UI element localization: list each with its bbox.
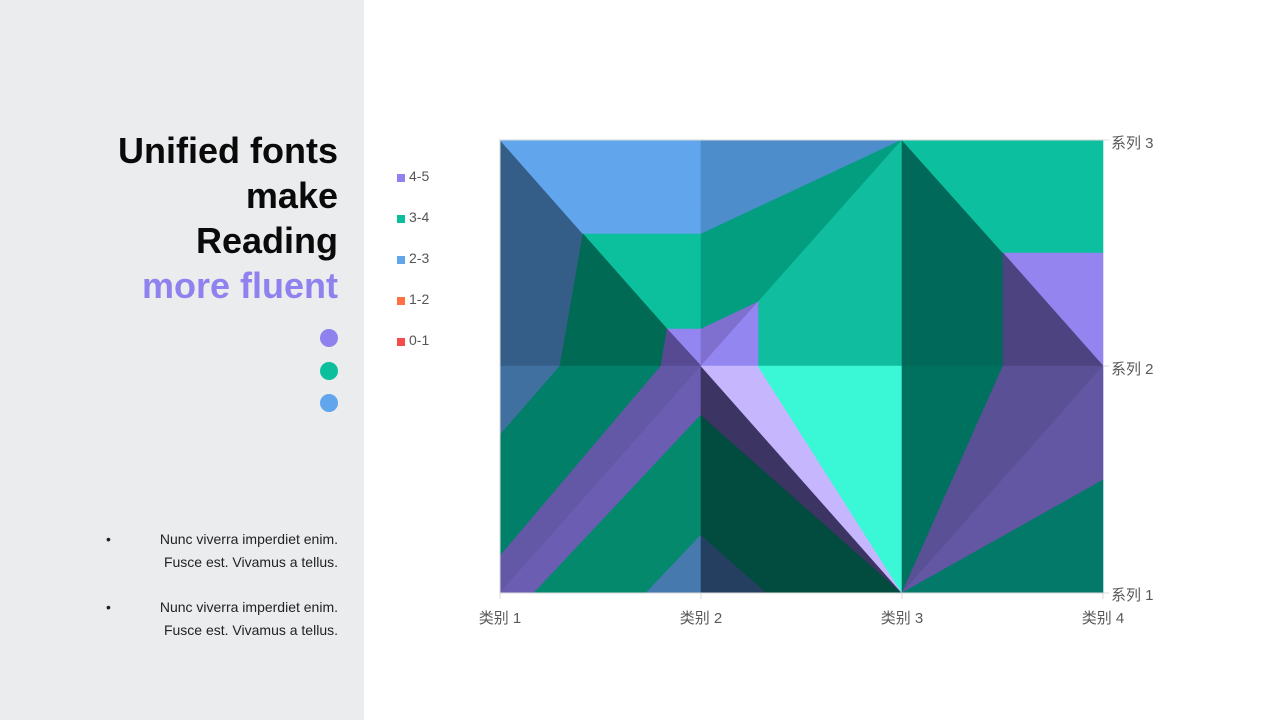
legend-swatch: [397, 215, 405, 223]
series-label: 系列 1: [1111, 587, 1154, 604]
series-label: 系列 3: [1111, 135, 1154, 152]
category-label: 类别 4: [1081, 610, 1125, 627]
legend-swatch: [397, 338, 405, 346]
decor-dot-purple: [320, 329, 338, 347]
series-label: 系列 2: [1111, 361, 1154, 378]
category-label: 类别 1: [478, 610, 522, 627]
bullet-item: • Nunc viverra imperdiet enim. Fusce est…: [106, 528, 338, 574]
bullet-item: • Nunc viverra imperdiet enim. Fusce est…: [106, 596, 338, 642]
title-line: Unified fonts: [118, 130, 338, 171]
title-line: Reading: [195, 220, 338, 261]
decor-dot-teal: [320, 362, 338, 380]
category-label: 类别 3: [880, 610, 924, 627]
legend-label: 3-4: [409, 209, 430, 225]
bullet-list: • Nunc viverra imperdiet enim. Fusce est…: [106, 528, 338, 664]
legend-item: 2-3: [397, 250, 429, 291]
bullet-text: Fusce est. Vivamus a tellus.: [163, 554, 338, 570]
legend-item: 1-2: [397, 291, 429, 332]
chart-legend: 4-5 3-4 2-3 1-2 0-1: [397, 168, 429, 373]
legend-item: 0-1: [397, 332, 429, 373]
page-title: Unified fonts make Reading more fluent: [118, 128, 338, 308]
left-panel: [0, 0, 364, 720]
category-label: 类别 2: [679, 610, 723, 627]
title-accent-line: more fluent: [141, 265, 338, 306]
bullet-text: Nunc viverra imperdiet enim.: [159, 599, 338, 615]
legend-swatch: [397, 256, 405, 264]
bullet-text: Nunc viverra imperdiet enim.: [159, 531, 338, 547]
legend-swatch: [397, 297, 405, 305]
legend-label: 2-3: [409, 250, 430, 266]
legend-swatch: [397, 174, 405, 182]
legend-item: 3-4: [397, 209, 429, 250]
legend-label: 0-1: [409, 332, 430, 348]
legend-label: 4-5: [409, 168, 430, 184]
bullet-text: Fusce est. Vivamus a tellus.: [163, 622, 338, 638]
legend-label: 1-2: [409, 291, 430, 307]
legend-item: 4-5: [397, 168, 429, 209]
decor-dot-blue: [320, 394, 338, 412]
title-line: make: [245, 175, 338, 216]
